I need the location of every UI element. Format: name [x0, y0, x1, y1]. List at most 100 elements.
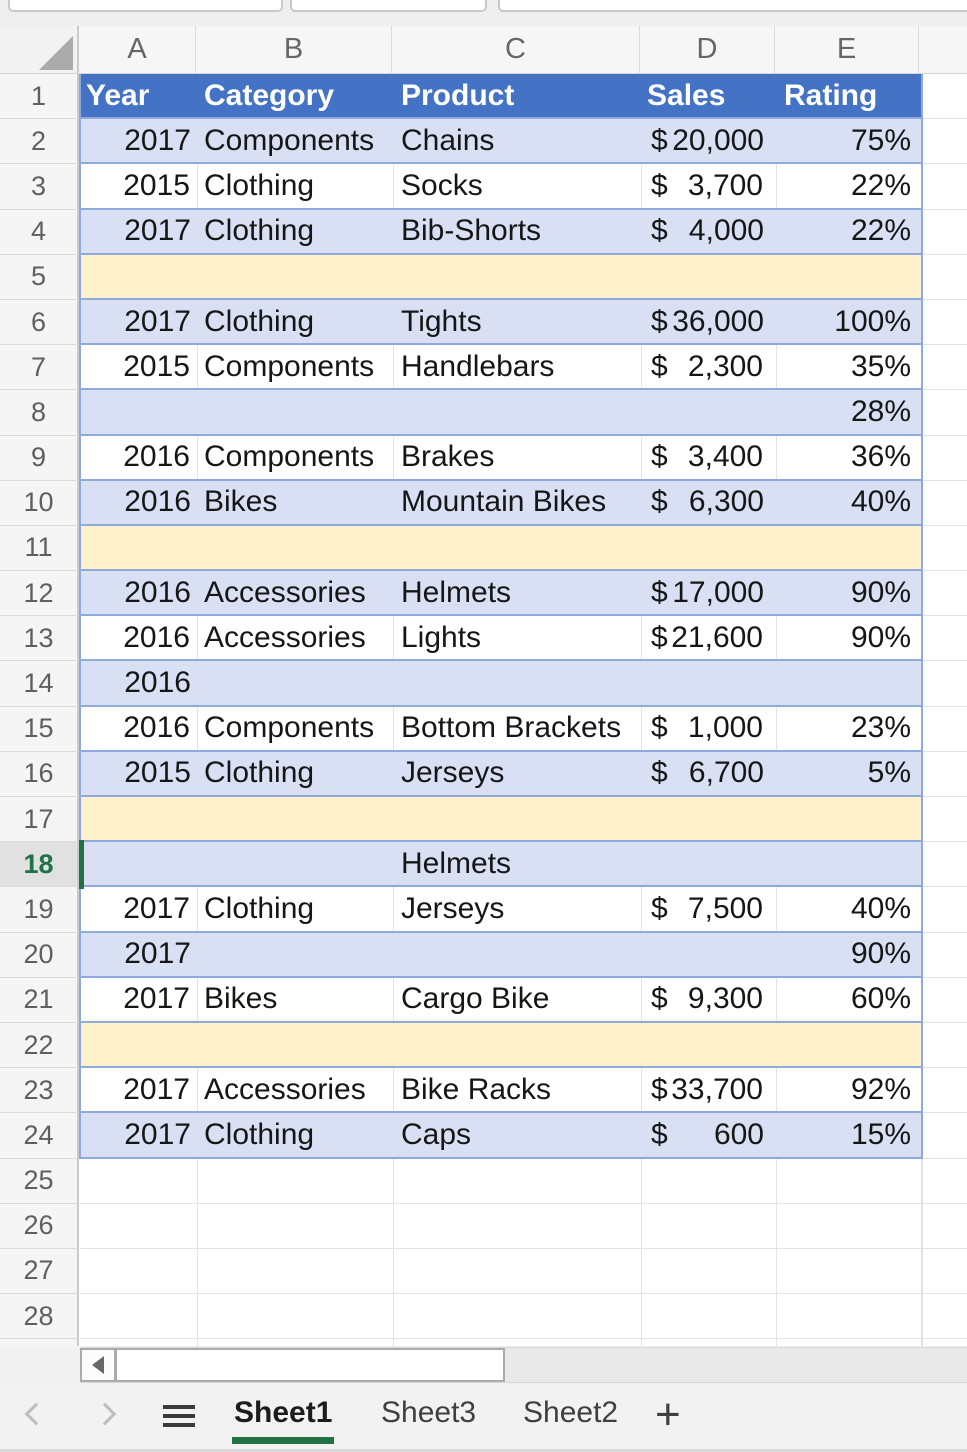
cell-C29[interactable] — [394, 1339, 642, 1347]
cell-C2[interactable]: Chains — [401, 123, 495, 157]
cell-E11[interactable] — [777, 526, 921, 569]
cell-A12[interactable]: 2016 — [124, 575, 191, 609]
cell-C1[interactable]: Product — [401, 78, 515, 112]
cell-A8[interactable] — [81, 390, 198, 433]
cell-A15[interactable]: 2016 — [81, 706, 198, 750]
cell-E13[interactable]: 90% — [850, 620, 911, 654]
cell-E24[interactable]: 15% — [850, 1117, 911, 1151]
cell-C20[interactable] — [394, 933, 642, 976]
cell-D20[interactable] — [642, 933, 777, 976]
cell-B3[interactable]: Clothing — [198, 164, 394, 208]
cell-E27[interactable] — [777, 1248, 921, 1294]
cell-D11[interactable] — [642, 526, 777, 569]
cell-A5[interactable] — [81, 255, 198, 298]
cell-D21[interactable]: $9,300 — [642, 977, 777, 1021]
cell-D23[interactable]: $33,700 — [642, 1068, 777, 1112]
cell-A2[interactable]: 2017 — [124, 123, 191, 157]
cell-B26[interactable] — [198, 1203, 394, 1248]
cell-A27[interactable] — [81, 1248, 198, 1294]
cell-A6[interactable]: 2017 — [124, 304, 191, 338]
row-header-25[interactable]: 25 — [0, 1158, 79, 1204]
cell-A29[interactable] — [81, 1339, 198, 1347]
cell-D4[interactable]: $4,000 — [642, 210, 777, 253]
cell-A14[interactable]: 2016 — [124, 666, 191, 700]
cell-C10[interactable]: Mountain Bikes — [401, 485, 607, 519]
cell-A16[interactable]: 2015 — [124, 756, 191, 790]
cell-A3[interactable]: 2015 — [81, 164, 198, 208]
cell-C3[interactable]: Socks — [394, 164, 642, 208]
cell-B20[interactable] — [198, 933, 394, 976]
cell-B19[interactable]: Clothing — [198, 887, 394, 931]
cell-B28[interactable] — [198, 1294, 394, 1339]
cell-B4[interactable]: Clothing — [204, 214, 315, 248]
row-header-18[interactable]: 18 — [0, 842, 79, 888]
cell-C21[interactable]: Cargo Bike — [394, 977, 642, 1021]
cell-E23[interactable]: 92% — [850, 1072, 911, 1106]
cell-D10[interactable]: $6,300 — [642, 481, 777, 524]
cell-E22[interactable] — [777, 1023, 921, 1066]
cell-E20[interactable]: 90% — [850, 937, 911, 971]
cell-E28[interactable] — [777, 1294, 921, 1339]
cell-A1[interactable]: Year — [86, 78, 150, 112]
cell-D16[interactable]: $6,700 — [642, 752, 777, 795]
cell-D25[interactable] — [642, 1158, 777, 1203]
cell-E1[interactable]: Rating — [784, 78, 878, 112]
row-header-3[interactable]: 3 — [0, 164, 79, 210]
sheet-nav-next-button[interactable] — [93, 1402, 117, 1426]
tab-sheet3[interactable]: Sheet3 — [381, 1396, 477, 1430]
cell-C9[interactable]: Brakes — [394, 435, 642, 479]
cell-A7[interactable]: 2015 — [81, 345, 198, 389]
cell-C8[interactable] — [394, 390, 642, 433]
cell-C26[interactable] — [394, 1203, 642, 1248]
cell-A19[interactable]: 2017 — [81, 887, 198, 931]
column-header-A[interactable]: A — [79, 26, 196, 73]
cell-B25[interactable] — [198, 1158, 394, 1203]
cell-E16[interactable]: 5% — [867, 756, 911, 790]
cell-E7[interactable]: 35% — [850, 349, 911, 383]
row-header-6[interactable]: 6 — [0, 299, 79, 346]
cell-E26[interactable] — [777, 1203, 921, 1248]
cell-D26[interactable] — [642, 1203, 777, 1248]
cell-E25[interactable] — [777, 1158, 921, 1203]
column-header-C[interactable]: C — [392, 26, 640, 73]
cell-E18[interactable] — [777, 842, 921, 885]
row-header-16[interactable]: 16 — [0, 751, 79, 797]
cell-B6[interactable]: Clothing — [204, 304, 315, 338]
cell-C24[interactable]: Caps — [401, 1117, 472, 1151]
cell-D28[interactable] — [642, 1294, 777, 1339]
cell-A17[interactable] — [81, 797, 198, 840]
cell-E2[interactable]: 75% — [850, 123, 911, 157]
cell-B1[interactable]: Category — [204, 78, 335, 112]
cell-B10[interactable]: Bikes — [204, 485, 278, 519]
row-header-2[interactable]: 2 — [0, 119, 79, 165]
cell-B11[interactable] — [198, 526, 394, 569]
cell-E3[interactable]: 22% — [850, 168, 911, 202]
cell-C16[interactable]: Jerseys — [401, 756, 505, 790]
cell-E14[interactable] — [777, 661, 921, 704]
cell-E6[interactable]: 100% — [834, 304, 911, 338]
cell-E10[interactable]: 40% — [850, 485, 911, 519]
cell-D22[interactable] — [642, 1023, 777, 1066]
cell-D29[interactable] — [642, 1339, 777, 1347]
cell-E21[interactable]: 60% — [850, 982, 911, 1016]
row-header-8[interactable]: 8 — [0, 390, 79, 436]
cell-D5[interactable] — [642, 255, 777, 298]
sheet-list-menu-button[interactable] — [163, 1405, 195, 1432]
cell-D1[interactable]: Sales — [647, 78, 726, 112]
cell-A24[interactable]: 2017 — [124, 1117, 191, 1151]
cell-D19[interactable]: $7,500 — [642, 887, 777, 931]
cell-B27[interactable] — [198, 1248, 394, 1294]
row-header-17[interactable]: 17 — [0, 797, 79, 843]
cell-D8[interactable] — [642, 390, 777, 433]
cell-E17[interactable] — [777, 797, 921, 840]
row-header-11[interactable]: 11 — [0, 525, 79, 572]
tab-sheet1[interactable]: Sheet1 — [232, 1396, 335, 1445]
row-header-26[interactable]: 26 — [0, 1203, 79, 1249]
cell-A23[interactable]: 2017 — [81, 1068, 198, 1112]
cell-B18[interactable] — [198, 842, 394, 885]
cell-C14[interactable] — [394, 661, 642, 704]
cell-E15[interactable]: 23% — [850, 711, 911, 745]
cell-A4[interactable]: 2017 — [124, 214, 191, 248]
row-header-5[interactable]: 5 — [0, 254, 79, 300]
cell-A25[interactable] — [81, 1158, 198, 1203]
